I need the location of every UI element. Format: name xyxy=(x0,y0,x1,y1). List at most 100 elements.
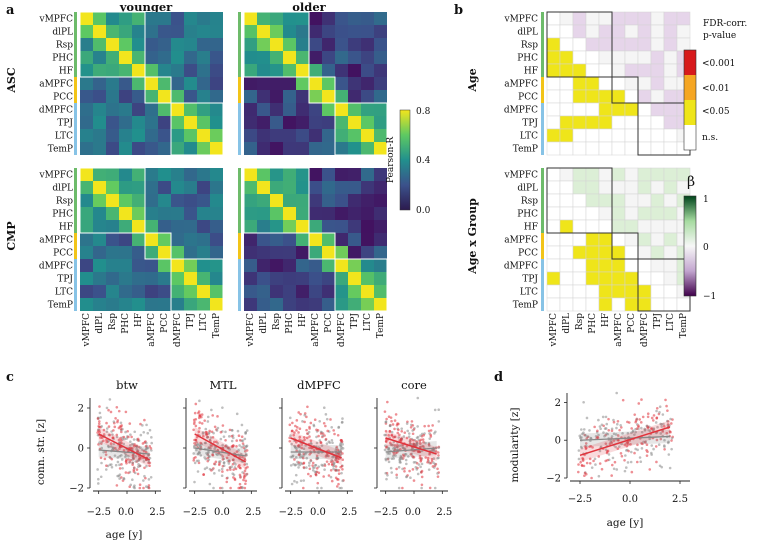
scatter-point-red xyxy=(119,427,123,431)
scatter-point-gray xyxy=(656,425,659,429)
scatter-point-gray xyxy=(309,441,313,445)
heat-cell xyxy=(80,90,93,103)
row-label: Rsp xyxy=(56,197,73,207)
scatter-point-gray xyxy=(585,416,589,420)
scatter-point-red xyxy=(638,418,642,421)
p-cell xyxy=(598,50,613,65)
scatter-point-red xyxy=(340,438,343,442)
scatter-point-red xyxy=(399,439,402,443)
heat-cell xyxy=(210,220,223,233)
scatter-point-gray xyxy=(108,398,112,401)
p-cell xyxy=(572,297,587,312)
heat-cell xyxy=(80,233,93,246)
heat-cell xyxy=(348,129,361,142)
scatter-point-gray xyxy=(112,442,116,446)
scatter-point-gray xyxy=(316,486,319,490)
scatter-point-gray xyxy=(244,447,247,451)
heat-cell xyxy=(257,142,270,155)
heat-cell xyxy=(106,220,119,233)
scatter-point-gray xyxy=(149,475,153,479)
heat-cell xyxy=(257,285,270,298)
p-cell xyxy=(663,258,678,273)
row-label: PHC xyxy=(517,54,538,64)
scatter-point-gray xyxy=(325,417,329,421)
heat-cell xyxy=(197,116,210,129)
heat-cell xyxy=(309,194,322,207)
scatter-point-gray xyxy=(297,466,300,469)
p-cell xyxy=(611,115,626,130)
scatter-point-red xyxy=(211,435,215,439)
scatter-point-red xyxy=(97,420,101,423)
heat-cell xyxy=(184,220,197,233)
module-bar-yellow xyxy=(541,233,544,259)
scatter-point-red xyxy=(211,414,214,417)
scatter-point-gray xyxy=(148,456,152,460)
p-cell xyxy=(650,50,665,65)
scatter-point-red xyxy=(295,429,298,432)
scatter-point-gray xyxy=(404,458,408,462)
scatter-point-red xyxy=(237,486,241,490)
p-cell xyxy=(637,271,652,286)
scatter-point-red xyxy=(234,467,238,471)
col-label: HF xyxy=(134,313,144,327)
col-label: vMPFC xyxy=(82,313,92,348)
col-label: PCC xyxy=(324,313,334,333)
scatter-point-red xyxy=(409,452,413,456)
p-cell xyxy=(650,76,665,91)
scatter-point-gray xyxy=(289,464,293,467)
heat-cell xyxy=(145,90,158,103)
scatter-point-gray xyxy=(670,447,673,451)
scatter-point-red xyxy=(195,441,198,444)
heat-cell xyxy=(210,194,223,207)
p-cell xyxy=(598,37,613,52)
scatter-point-red xyxy=(111,436,115,439)
scatter-point-gray xyxy=(405,475,408,478)
heat-cell xyxy=(257,181,270,194)
scatter-point-gray xyxy=(195,444,199,447)
heat-group-box xyxy=(79,167,146,234)
scatter-point-red xyxy=(612,439,616,442)
scatter-point-gray xyxy=(667,453,671,456)
scatter-point-gray xyxy=(129,483,133,487)
panel-label-d: d xyxy=(494,370,503,385)
scatter-point-red xyxy=(322,475,325,478)
col-label: PHC xyxy=(285,313,295,334)
heat-cell xyxy=(374,103,387,116)
heat-cell xyxy=(361,142,374,155)
scatter-point-red xyxy=(577,463,580,466)
scatter-point-red xyxy=(97,422,101,426)
y-tick-label: −2 xyxy=(69,484,84,495)
scatter-point-red xyxy=(211,453,215,457)
scatter-point-red xyxy=(305,415,308,419)
heat-cell xyxy=(158,116,171,129)
scatter-point-gray xyxy=(603,434,606,438)
heat-cell xyxy=(270,77,283,90)
p-cell xyxy=(572,63,587,78)
heat-cell xyxy=(80,103,93,116)
scatter-point-red xyxy=(418,450,422,454)
scatter-point-red xyxy=(302,435,306,439)
p-cell xyxy=(546,76,561,91)
scatter-point-red xyxy=(205,433,208,437)
scatter-point-red xyxy=(429,429,433,432)
p-cell xyxy=(559,258,574,273)
scatter-point-gray xyxy=(313,470,317,474)
heat-cell xyxy=(145,25,158,38)
scatter-point-red xyxy=(645,443,649,447)
heat-cell xyxy=(374,220,387,233)
scatter-dMPFC: dMPFC−2.5 0.0 2.5 xyxy=(279,378,358,518)
heat-cell xyxy=(80,142,93,155)
scatter-point-gray xyxy=(105,430,109,433)
scatter-point-gray xyxy=(142,460,146,463)
scatter-point-red xyxy=(100,442,103,445)
scatter-point-red xyxy=(655,406,659,410)
scatter-point-gray xyxy=(384,420,388,424)
heat-cell xyxy=(197,298,210,311)
scatter-point-red xyxy=(308,435,311,438)
heat-cell xyxy=(93,90,106,103)
scatter-point-gray xyxy=(661,413,665,416)
p-cell xyxy=(585,37,600,52)
heat-cell xyxy=(158,246,171,259)
scatter-point-red xyxy=(605,451,609,455)
heat-cell xyxy=(322,246,335,259)
